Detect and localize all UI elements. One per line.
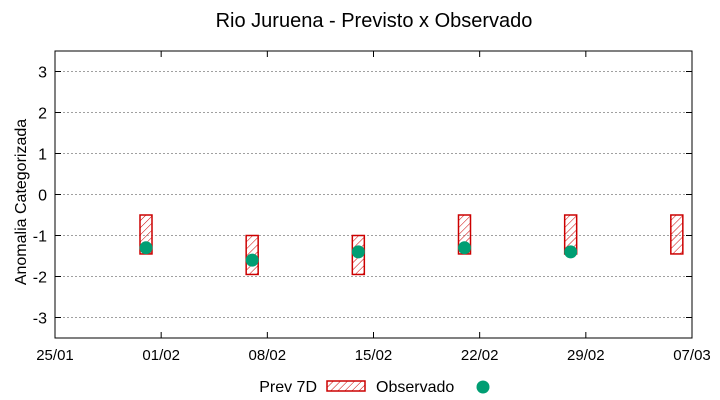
y-tick-label: 2 — [38, 106, 47, 123]
observed-point — [351, 245, 365, 259]
plot-frame — [54, 50, 693, 339]
grid — [55, 71, 692, 318]
ticks: 3 2 1 0 -1 -2 -3 25/01 01/02 08/02 15/02 22/02 29/02… — [33, 51, 711, 364]
x-tick-label: 08/02 — [249, 347, 287, 364]
y-tick-label: 1 — [38, 147, 47, 164]
observed-point — [245, 253, 259, 267]
observed-point — [564, 245, 578, 259]
x-tick-label: 22/02 — [461, 347, 499, 364]
y-axis-label: Anomalia Categorizada — [13, 119, 30, 285]
observed-point — [139, 241, 153, 255]
legend-swatch-observed — [476, 380, 490, 394]
forecast-range-bar — [670, 214, 684, 255]
legend-label-observed: Observado — [376, 379, 454, 396]
x-tick-label: 29/02 — [567, 347, 605, 364]
x-tick-label: 15/02 — [355, 347, 393, 364]
x-tick-label: 01/02 — [142, 347, 180, 364]
legend-label-prev: Prev 7D — [259, 379, 317, 396]
y-tick-label: -2 — [33, 270, 47, 287]
y-tick-label: 3 — [38, 65, 47, 82]
observed-point — [458, 241, 471, 255]
x-tick-label: 07/03 — [673, 347, 711, 364]
chart-title: Rio Juruena - Previsto x Observado — [216, 10, 533, 32]
y-tick-label: 0 — [38, 188, 47, 205]
x-tick-label: 25/01 — [36, 347, 74, 364]
legend-swatch-prev — [326, 380, 366, 392]
marks — [139, 214, 684, 276]
y-tick-label: -3 — [33, 311, 47, 328]
y-tick-label: -1 — [33, 229, 47, 246]
legend: Prev 7D Observado — [259, 379, 490, 396]
